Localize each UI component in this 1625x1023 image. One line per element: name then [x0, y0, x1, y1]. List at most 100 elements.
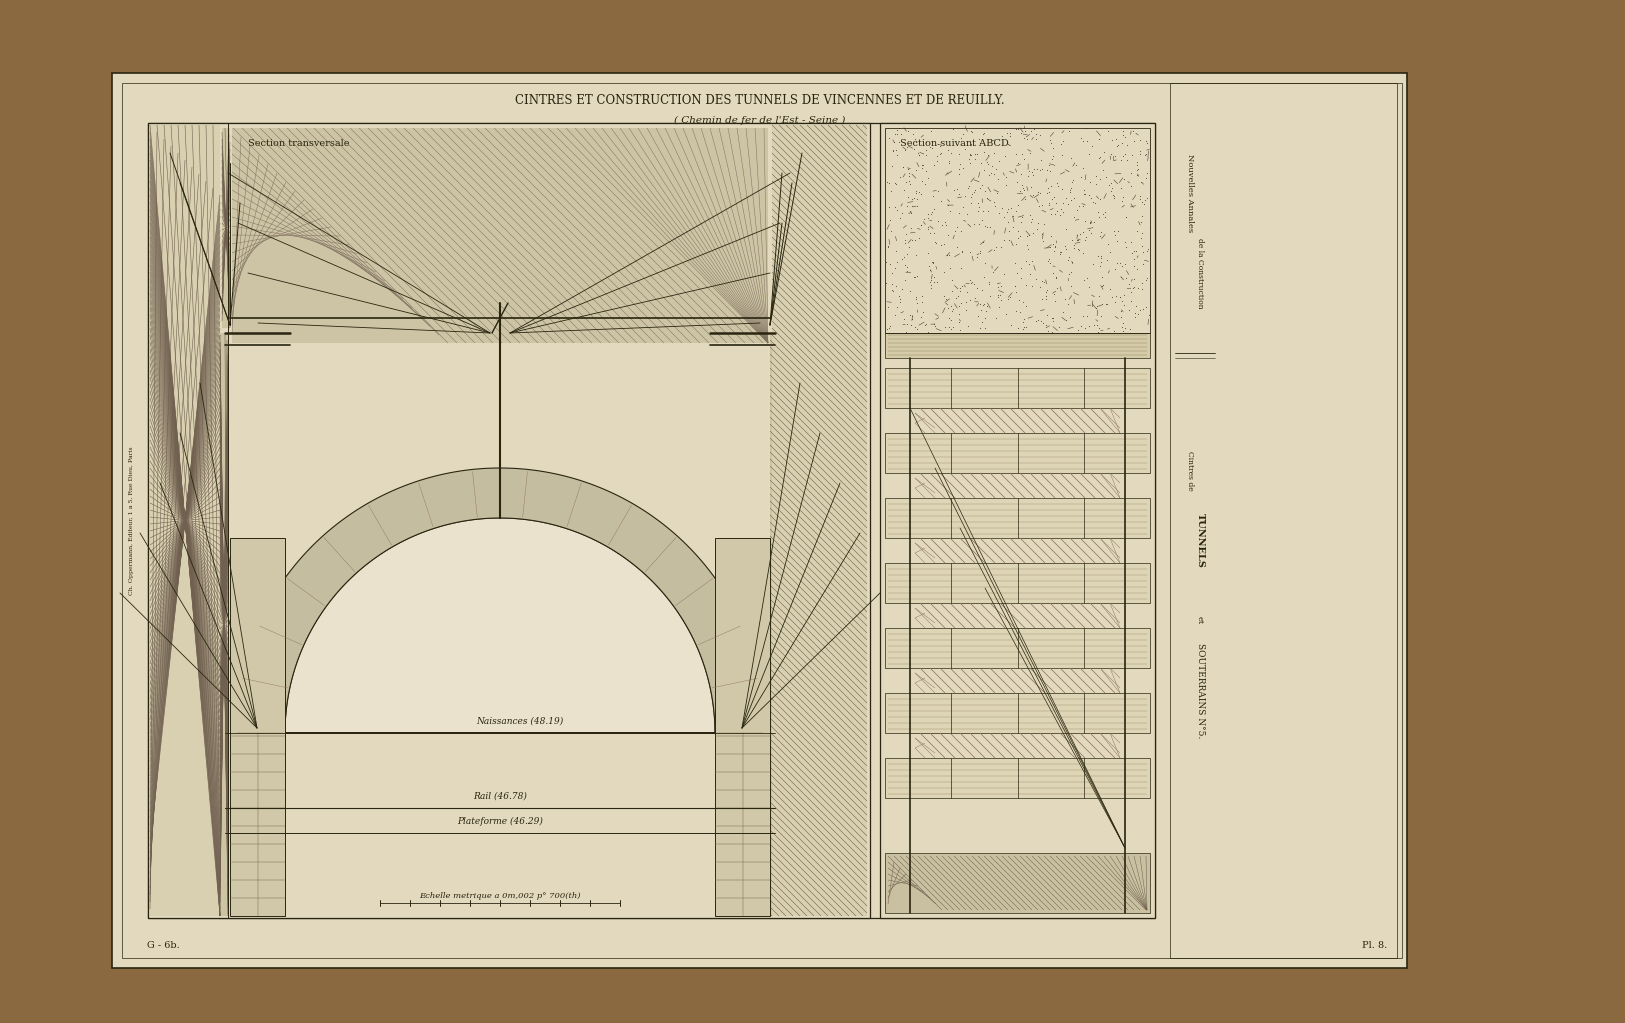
- Point: [1081, 193, 1107, 210]
- Point: [1123, 309, 1149, 325]
- Point: [1012, 276, 1038, 293]
- Point: [1061, 237, 1087, 254]
- Point: [882, 126, 908, 142]
- Point: [874, 321, 900, 338]
- Point: [1003, 303, 1029, 319]
- Point: [968, 302, 994, 318]
- Point: [1001, 255, 1027, 271]
- Point: [1053, 312, 1079, 328]
- Point: [1112, 286, 1137, 303]
- Point: [941, 301, 967, 317]
- Point: [1128, 131, 1154, 147]
- Point: [874, 174, 900, 190]
- Point: [1040, 265, 1066, 281]
- Point: [1092, 169, 1118, 185]
- Point: [889, 251, 915, 267]
- Point: [1124, 167, 1150, 183]
- Point: [985, 279, 1011, 296]
- Point: [876, 199, 902, 216]
- Point: [1134, 189, 1160, 206]
- Point: [968, 281, 994, 298]
- Point: [1003, 284, 1029, 301]
- Point: [1037, 163, 1063, 179]
- Point: [895, 123, 921, 139]
- Point: [985, 286, 1011, 303]
- Point: [913, 316, 939, 332]
- Point: [1089, 254, 1115, 270]
- Point: [921, 316, 947, 332]
- Point: [1100, 187, 1126, 204]
- Point: [1061, 190, 1087, 207]
- Point: [1011, 318, 1037, 335]
- Point: [920, 254, 946, 270]
- Point: [1056, 266, 1082, 282]
- Point: [1069, 308, 1095, 324]
- Point: [1042, 239, 1068, 256]
- Point: [959, 274, 985, 291]
- Point: [1087, 148, 1113, 165]
- Point: [972, 269, 998, 285]
- Point: [986, 299, 1012, 315]
- Point: [959, 124, 985, 140]
- Point: [1134, 165, 1160, 181]
- Point: [970, 204, 996, 220]
- Point: [1040, 313, 1066, 329]
- Point: [1094, 296, 1120, 312]
- Point: [876, 130, 902, 146]
- Point: [1108, 309, 1134, 325]
- Point: [904, 134, 930, 150]
- Point: [876, 175, 902, 191]
- Point: [879, 281, 905, 298]
- Point: [1034, 307, 1060, 323]
- Point: [959, 185, 985, 202]
- Point: [1087, 227, 1113, 243]
- Point: [918, 279, 944, 296]
- Point: [1102, 261, 1128, 277]
- Point: [973, 189, 999, 206]
- Point: [1077, 225, 1103, 241]
- Point: [1016, 163, 1042, 179]
- Point: [982, 144, 1008, 161]
- Point: [1043, 279, 1069, 296]
- Point: [1038, 178, 1064, 194]
- Point: [933, 217, 959, 233]
- Point: [913, 163, 939, 179]
- Point: [886, 134, 912, 150]
- Point: [934, 300, 960, 316]
- Text: Naissances (48.19): Naissances (48.19): [476, 716, 564, 725]
- Point: [939, 282, 965, 299]
- Point: [975, 204, 1001, 220]
- Point: [929, 217, 955, 233]
- Point: [994, 204, 1020, 220]
- Point: [1042, 189, 1068, 206]
- Point: [1060, 172, 1086, 188]
- Point: [1071, 271, 1097, 287]
- Point: [879, 276, 905, 293]
- Text: Echelle metrique a 0m,002 p° 700(th): Echelle metrique a 0m,002 p° 700(th): [419, 892, 580, 900]
- Point: [998, 125, 1024, 141]
- Point: [1058, 232, 1084, 249]
- Point: [1038, 135, 1064, 151]
- Point: [934, 227, 960, 243]
- Point: [1108, 180, 1134, 196]
- Point: [1068, 318, 1094, 335]
- Bar: [148, 123, 869, 918]
- Point: [913, 141, 939, 158]
- Point: [1027, 162, 1053, 178]
- Point: [1048, 243, 1074, 260]
- Point: [1016, 168, 1042, 184]
- Text: de la Construction: de la Construction: [1196, 237, 1204, 308]
- Text: SOUTERRAINS N°5.: SOUTERRAINS N°5.: [1196, 642, 1204, 739]
- Point: [1116, 321, 1142, 338]
- Point: [1084, 298, 1110, 314]
- Point: [1001, 219, 1027, 235]
- Point: [912, 211, 938, 227]
- Point: [1046, 246, 1072, 262]
- Point: [1024, 313, 1050, 329]
- Point: [1120, 123, 1146, 139]
- Point: [902, 269, 928, 285]
- Point: [972, 320, 998, 337]
- Point: [892, 234, 918, 251]
- Point: [957, 147, 983, 164]
- Point: [1069, 160, 1095, 176]
